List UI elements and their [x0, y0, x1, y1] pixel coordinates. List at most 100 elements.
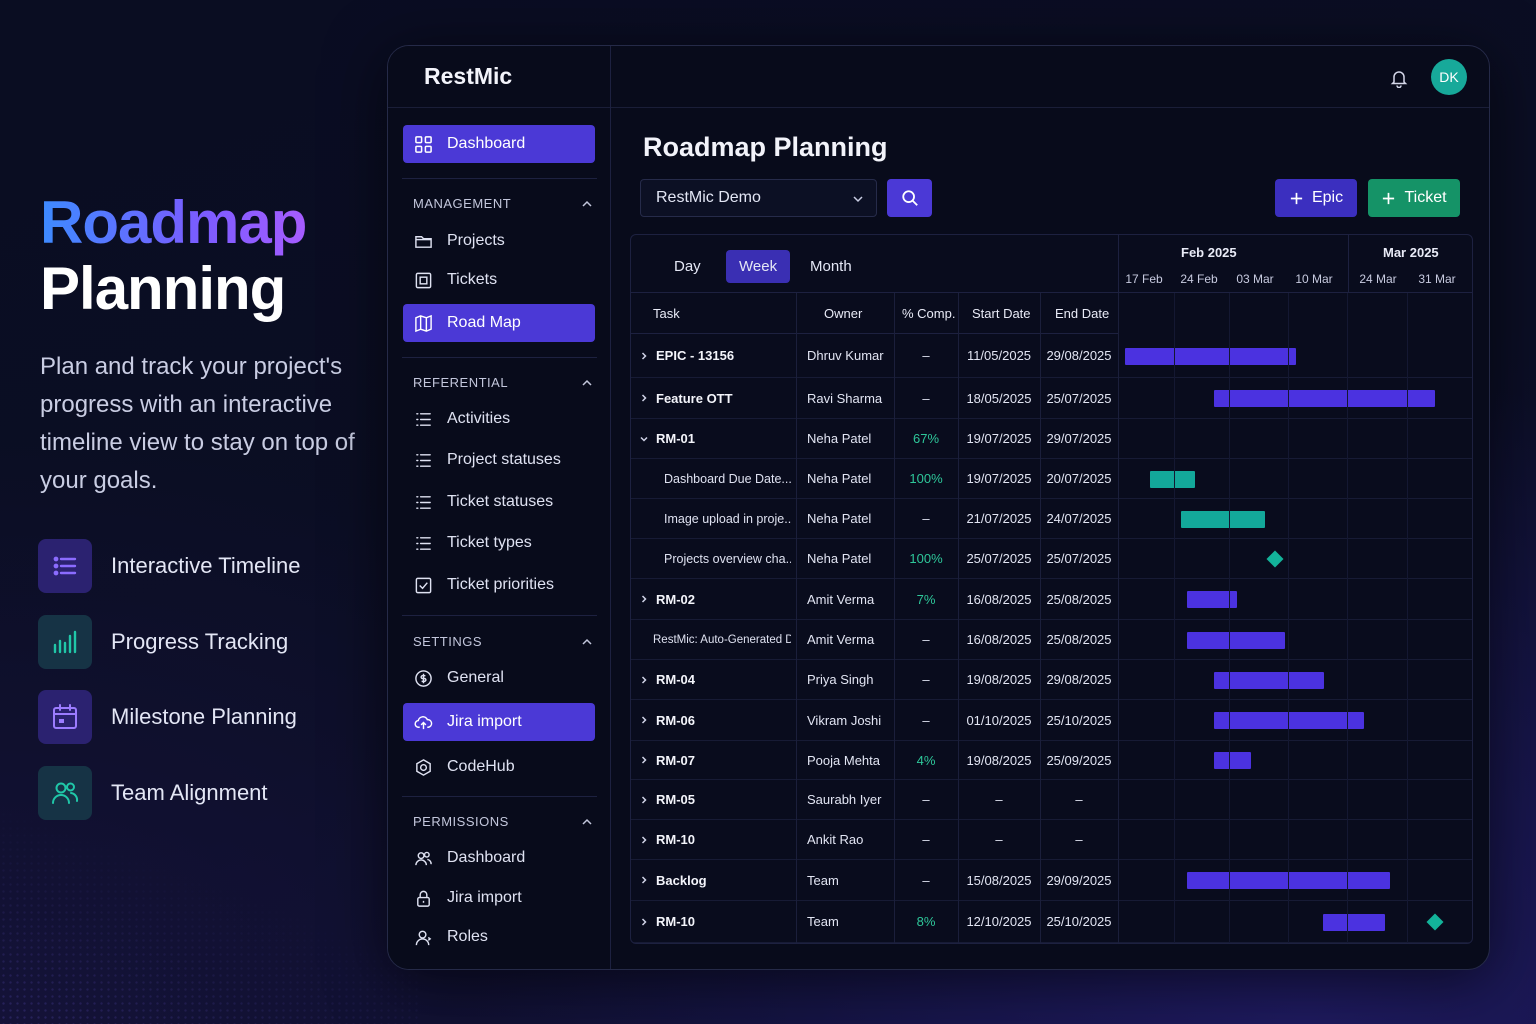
start-date-cell: 19/07/2025 — [966, 471, 1032, 486]
section-management-header[interactable]: MANAGEMENT — [413, 196, 593, 211]
chevron-right-icon[interactable] — [639, 393, 649, 403]
task-cell[interactable]: Projects overview cha... — [664, 539, 791, 578]
table-row[interactable]: Image upload in proje... Neha Patel – 21/07… — [631, 499, 1472, 539]
task-cell[interactable]: EPIC - 13156 — [639, 334, 791, 377]
bell-icon[interactable] — [1389, 68, 1409, 88]
gantt-bar[interactable] — [1214, 390, 1435, 407]
sidebar-item-ticket-priorities[interactable]: Ticket priorities — [403, 566, 595, 604]
column-header-end-date[interactable]: End Date — [1055, 306, 1110, 321]
task-cell[interactable]: Dashboard Due Date... — [664, 459, 791, 498]
map-icon — [415, 314, 432, 332]
start-date-cell: 11/05/2025 — [966, 348, 1032, 363]
table-row[interactable]: RM-07 Pooja Mehta 4% 19/08/2025 25/09/2025 — [631, 741, 1472, 780]
sidebar-item-label: Ticket types — [447, 534, 532, 551]
sidebar-item-ticket-statuses[interactable]: Ticket statuses — [403, 483, 595, 521]
task-cell[interactable]: RM-10 — [639, 820, 791, 859]
task-cell[interactable]: RM-04 — [639, 660, 791, 699]
view-tab-day[interactable]: Day — [674, 258, 701, 275]
percent-complete-cell: – — [922, 632, 930, 647]
task-cell[interactable]: Image upload in proje... — [664, 499, 791, 538]
table-row[interactable]: Projects overview cha... Neha Patel 100% 25… — [631, 539, 1472, 579]
sidebar-item-project-statuses[interactable]: Project statuses — [403, 441, 595, 479]
sidebar-item-activities[interactable]: Activities — [403, 400, 595, 438]
sidebar-item-permissions-jira-import[interactable]: Jira import — [403, 879, 595, 917]
task-cell[interactable]: Backlog — [639, 860, 791, 900]
column-header-task[interactable]: Task — [653, 306, 680, 321]
table-row[interactable]: RM-04 Priya Singh – 19/08/2025 29/08/2025 — [631, 660, 1472, 700]
table-row[interactable]: RestMic: Auto-Generated D... Amit Verma – 1… — [631, 620, 1472, 660]
gantt-bar[interactable] — [1181, 510, 1265, 528]
chevron-right-icon[interactable] — [639, 715, 649, 725]
gantt-bar[interactable] — [1214, 671, 1325, 689]
sidebar-item-dashboard[interactable]: Dashboard — [403, 125, 595, 163]
sidebar-item-roles[interactable]: Roles — [403, 918, 595, 956]
percent-complete-cell: – — [922, 872, 930, 888]
sidebar-item-tickets[interactable]: Tickets — [403, 261, 595, 299]
gantt-bar[interactable] — [1187, 591, 1238, 608]
gantt-bar[interactable] — [1125, 347, 1296, 365]
table-row[interactable]: Dashboard Due Date... Neha Patel 100% 19/07… — [631, 459, 1472, 499]
gantt-bar[interactable] — [1214, 752, 1252, 769]
table-row[interactable]: RM-10 Team 8% 12/10/2025 25/10/2025 — [631, 901, 1472, 943]
table-row[interactable]: Feature OTT Ravi Sharma – 18/05/2025 25/07/2… — [631, 378, 1472, 419]
sidebar-item-codehub[interactable]: CodeHub — [403, 748, 595, 786]
task-cell[interactable]: RM-06 — [639, 700, 791, 740]
owner-cell: Amit Verma — [807, 591, 875, 607]
sidebar-item-projects[interactable]: Projects — [403, 222, 595, 260]
add-epic-button[interactable]: Epic — [1275, 179, 1357, 217]
table-row[interactable]: RM-05 Saurabh Iyer – – – — [631, 780, 1472, 820]
gantt-bar[interactable] — [1187, 631, 1286, 649]
chevron-down-icon[interactable] — [639, 434, 649, 444]
search-button[interactable] — [887, 179, 932, 217]
task-cell[interactable]: RM-01 — [639, 419, 791, 458]
chevron-right-icon[interactable] — [639, 675, 649, 685]
chevron-right-icon[interactable] — [639, 917, 649, 927]
column-header-start-date[interactable]: Start Date — [972, 306, 1031, 321]
task-name: RM-04 — [656, 672, 696, 687]
gantt-bar[interactable] — [1150, 470, 1195, 488]
chevron-right-icon[interactable] — [639, 594, 649, 604]
sidebar-item-road-map[interactable]: Road Map — [403, 304, 595, 342]
chevron-right-icon[interactable] — [639, 351, 649, 361]
divider — [402, 178, 597, 179]
task-cell[interactable]: RM-02 — [639, 579, 791, 619]
view-tab-week[interactable]: Week — [726, 250, 791, 283]
task-name: RM-02 — [656, 591, 696, 607]
timeline-month-label: Mar 2025 — [1383, 245, 1439, 260]
add-ticket-button[interactable]: Ticket — [1368, 179, 1460, 217]
timeline-grid-line — [1174, 293, 1175, 943]
section-settings-header[interactable]: SETTINGS — [413, 634, 593, 649]
section-permissions-header[interactable]: PERMISSIONS — [413, 814, 593, 829]
add-epic-label: Epic — [1311, 189, 1344, 206]
column-header-pct[interactable]: % Comp. — [902, 306, 956, 321]
sidebar-item-permissions-dashboard[interactable]: Dashboard — [403, 839, 595, 877]
sidebar-item-ticket-types[interactable]: Ticket types — [403, 524, 595, 562]
chevron-right-icon[interactable] — [639, 875, 649, 885]
table-row[interactable]: RM-02 Amit Verma 7% 16/08/2025 25/08/2025 — [631, 579, 1472, 620]
chevron-right-icon[interactable] — [639, 795, 649, 805]
table-row[interactable]: RM-10 Ankit Rao – – – — [631, 820, 1472, 860]
gantt-bar[interactable] — [1322, 913, 1385, 931]
cloud-upload-icon — [414, 715, 433, 729]
view-tab-month[interactable]: Month — [810, 258, 852, 275]
task-cell[interactable]: RestMic: Auto-Generated D... — [653, 620, 791, 659]
bar-chart-icon — [38, 614, 92, 669]
milestone-diamond[interactable] — [1426, 913, 1444, 931]
chevron-right-icon[interactable] — [639, 755, 649, 765]
task-cell[interactable]: Feature OTT — [639, 378, 791, 418]
table-header: Task Owner % Comp. Start Date End Date — [631, 293, 1118, 334]
table-row[interactable]: EPIC - 13156 Dhruv Kumar – 11/05/2025 29/08/… — [631, 334, 1472, 378]
chevron-right-icon[interactable] — [639, 835, 649, 845]
section-title: PERMISSIONS — [413, 814, 509, 829]
column-header-owner[interactable]: Owner — [824, 306, 863, 321]
task-cell[interactable]: RM-10 — [639, 901, 791, 942]
section-referential-header[interactable]: REFERENTIAL — [413, 375, 593, 390]
user-avatar[interactable]: DK — [1431, 59, 1467, 95]
sidebar-item-general[interactable]: General — [403, 659, 595, 697]
table-row[interactable]: RM-01 Neha Patel 67% 19/07/2025 29/07/2025 — [631, 419, 1472, 459]
milestone-diamond[interactable] — [1266, 550, 1284, 568]
task-cell[interactable]: RM-05 — [639, 780, 791, 819]
sidebar-item-jira-import[interactable]: Jira import — [403, 703, 595, 741]
project-select[interactable]: RestMic Demo — [640, 179, 877, 217]
task-cell[interactable]: RM-07 — [639, 741, 791, 779]
